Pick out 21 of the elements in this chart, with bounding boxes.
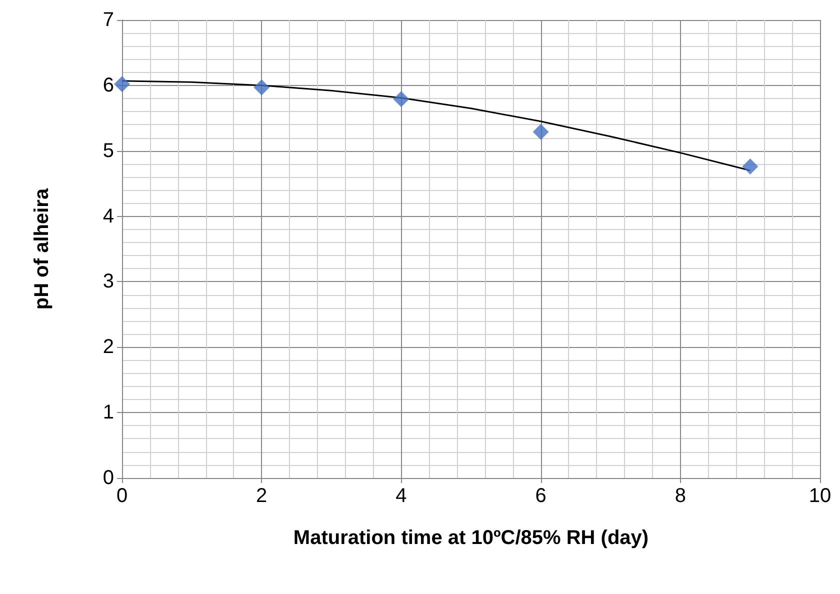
x-tick-label: 10 — [808, 485, 832, 507]
point — [742, 158, 758, 175]
point — [393, 91, 410, 108]
x-tick-label: 8 — [674, 485, 686, 507]
x-axis-title: Maturation time at 10ºC/85% RH (day) — [293, 527, 649, 549]
y-tick-label: 0 — [102, 467, 114, 489]
y-tick-label: 3 — [102, 270, 114, 293]
y-tick-label: 7 — [102, 9, 114, 31]
y-tick-label: 5 — [102, 140, 114, 162]
point — [114, 76, 130, 92]
y-axis-title: pH of alheira — [31, 188, 53, 310]
y-tick-label: 6 — [102, 74, 114, 96]
x-tick-label: 0 — [116, 485, 128, 507]
y-tick-label: 1 — [102, 402, 114, 424]
x-tick-label: 6 — [535, 485, 546, 507]
x-tick-label: 2 — [256, 485, 268, 507]
y-tick-label: 4 — [102, 205, 114, 228]
point — [254, 79, 270, 96]
x-tick-label: 4 — [396, 485, 407, 507]
y-tick-label: 2 — [102, 336, 114, 358]
point — [532, 124, 549, 140]
